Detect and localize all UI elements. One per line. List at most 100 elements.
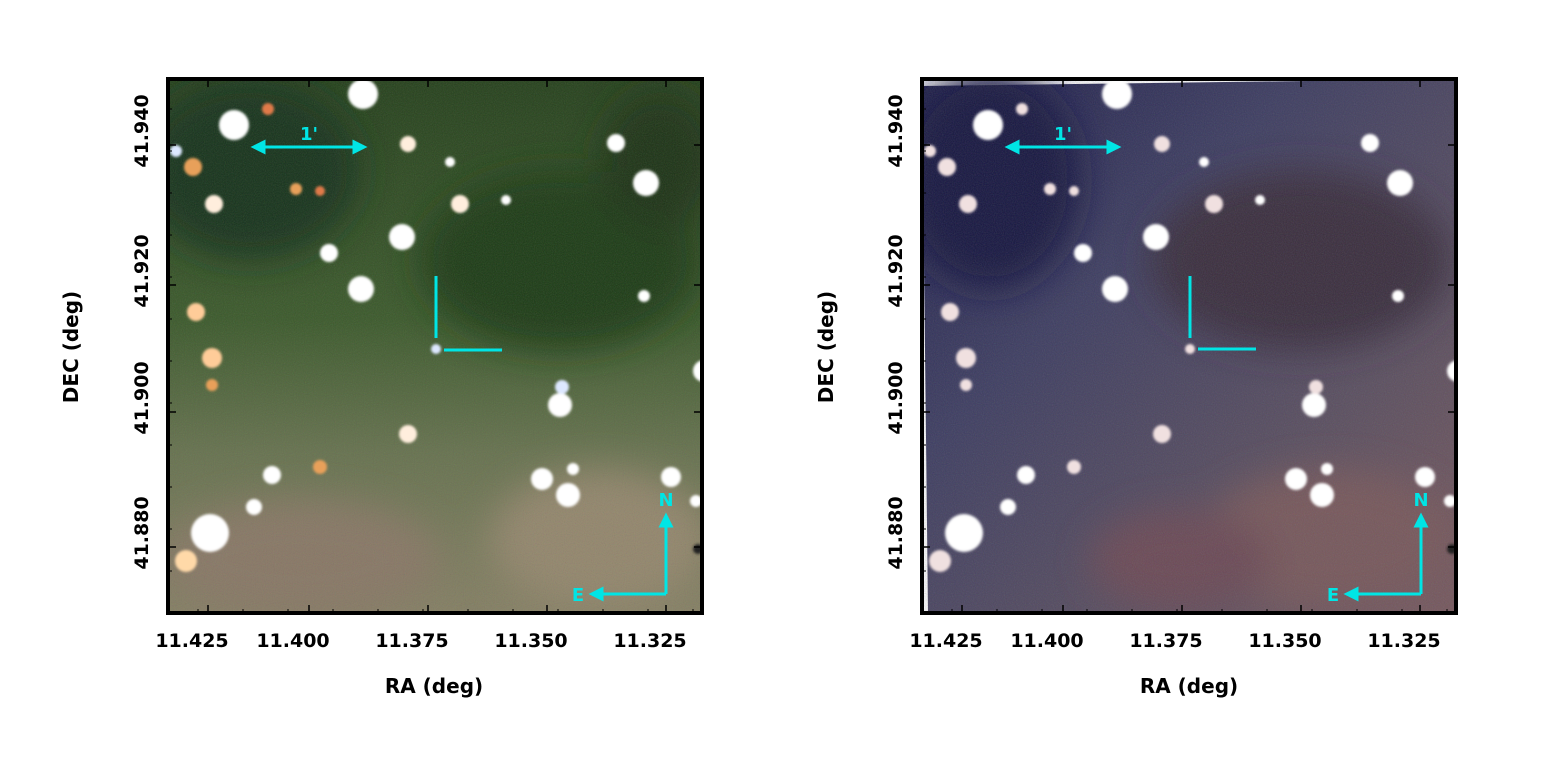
left-x-axis-label: RA (deg) <box>385 674 483 698</box>
right-scale-label: 1' <box>1054 124 1072 145</box>
left-star <box>290 183 302 195</box>
left-star <box>175 550 197 572</box>
left-star <box>431 344 441 354</box>
left-star <box>246 499 262 515</box>
right-y-tick-label: 41.900 <box>885 361 907 434</box>
left-north-label: N <box>658 490 673 511</box>
right-panel: 11.425 11.400 11.375 11.350 11.325 41.940 41.9… <box>814 77 1458 698</box>
left-star <box>191 514 229 552</box>
left-star <box>400 136 416 152</box>
left-star <box>206 379 218 391</box>
left-star <box>690 495 702 507</box>
left-star <box>555 380 569 394</box>
left-y-tick-label: 41.940 <box>131 94 153 167</box>
right-star <box>1154 136 1170 152</box>
right-star <box>929 550 951 572</box>
right-star <box>956 348 976 368</box>
right-star <box>1444 495 1456 507</box>
left-star <box>205 195 223 213</box>
right-star <box>1153 425 1171 443</box>
left-frame <box>166 77 704 615</box>
right-star <box>924 145 936 157</box>
right-star <box>1310 483 1334 507</box>
left-x-tick-label: 11.350 <box>494 630 567 652</box>
left-star <box>184 158 202 176</box>
left-y-axis-label: DEC (deg) <box>59 291 83 403</box>
right-x-tick-label: 11.350 <box>1248 630 1321 652</box>
left-star <box>399 425 417 443</box>
right-star <box>1415 467 1435 487</box>
right-star <box>1447 360 1456 382</box>
right-star <box>941 303 959 321</box>
left-x-tick-label: 11.400 <box>256 630 329 652</box>
left-star <box>693 360 702 382</box>
left-star <box>263 466 281 484</box>
right-star <box>1017 466 1035 484</box>
left-star <box>633 170 659 196</box>
right-x-tick-label: 11.400 <box>1010 630 1083 652</box>
left-star <box>202 348 222 368</box>
right-star <box>1199 157 1209 167</box>
left-star <box>219 110 249 140</box>
right-star <box>1000 499 1016 515</box>
left-y-tick-label: 41.880 <box>131 496 153 569</box>
left-star <box>315 186 325 196</box>
right-star <box>1205 195 1223 213</box>
left-star <box>607 134 625 152</box>
left-star <box>313 460 327 474</box>
right-star <box>1285 468 1307 490</box>
right-star <box>1321 463 1333 475</box>
left-x-tick-label: 11.425 <box>155 630 228 652</box>
left-star <box>170 145 182 157</box>
right-sky-image <box>922 79 1456 613</box>
right-y-axis-label: DEC (deg) <box>814 291 838 403</box>
left-star <box>187 303 205 321</box>
right-star <box>1143 224 1169 250</box>
right-star <box>1309 380 1323 394</box>
left-star <box>348 276 374 302</box>
left-east-label: E <box>572 585 584 606</box>
right-north-label: N <box>1413 490 1428 511</box>
right-star <box>1255 195 1265 205</box>
right-star <box>1102 276 1128 302</box>
right-star <box>1069 186 1079 196</box>
right-star <box>959 195 977 213</box>
left-star <box>262 103 274 115</box>
right-y-tick-label: 41.920 <box>885 234 907 307</box>
left-star <box>451 195 469 213</box>
right-star <box>1392 290 1404 302</box>
left-scale-label: 1' <box>300 124 318 145</box>
left-x-tick-label: 11.325 <box>613 630 686 652</box>
left-x-tick-label: 11.375 <box>375 630 448 652</box>
left-panel: 11.425 11.400 11.375 11.350 11.325 41.940 41.9… <box>59 77 704 698</box>
right-x-tick-label: 11.375 <box>1129 630 1202 652</box>
right-star <box>938 158 956 176</box>
right-star <box>1185 344 1195 354</box>
left-star <box>548 393 572 417</box>
left-y-tick-label: 41.920 <box>131 234 153 307</box>
right-east-label: E <box>1327 585 1339 606</box>
left-sky-image <box>168 79 702 613</box>
right-star <box>1102 79 1132 109</box>
right-star <box>960 379 972 391</box>
right-y-tick-label: 41.880 <box>885 496 907 569</box>
left-star <box>389 224 415 250</box>
left-star <box>567 463 579 475</box>
right-x-axis-label: RA (deg) <box>1140 674 1238 698</box>
right-star <box>973 110 1003 140</box>
right-star <box>1074 244 1092 262</box>
right-x-tick-label: 11.425 <box>909 630 982 652</box>
right-star <box>1361 134 1379 152</box>
left-y-tick-label: 41.900 <box>131 361 153 434</box>
right-x-tick-label: 11.325 <box>1367 630 1440 652</box>
right-star <box>945 514 983 552</box>
right-star <box>1016 103 1028 115</box>
left-star <box>638 290 650 302</box>
right-star <box>1302 393 1326 417</box>
right-frame <box>920 77 1458 615</box>
left-star <box>556 483 580 507</box>
right-y-tick-label: 41.940 <box>885 94 907 167</box>
left-star <box>348 79 378 109</box>
left-star <box>320 244 338 262</box>
